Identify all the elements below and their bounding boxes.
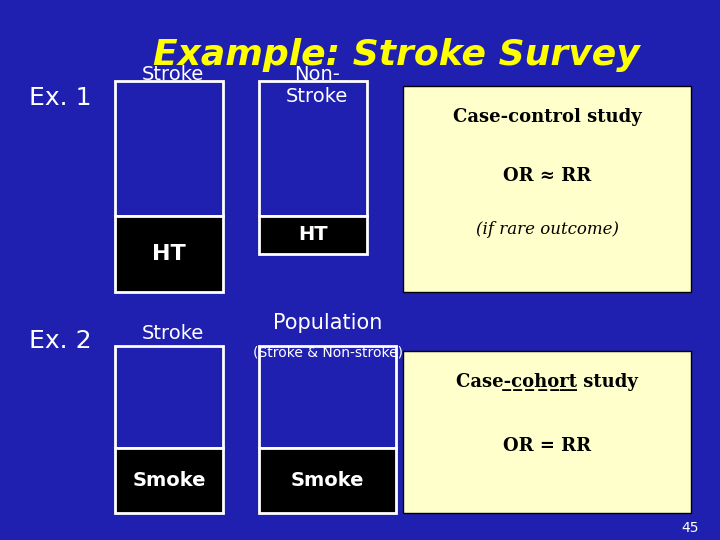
Text: Stroke: Stroke bbox=[142, 65, 204, 84]
FancyBboxPatch shape bbox=[115, 346, 223, 448]
FancyBboxPatch shape bbox=[259, 81, 367, 216]
FancyBboxPatch shape bbox=[403, 86, 691, 292]
FancyBboxPatch shape bbox=[115, 216, 223, 292]
Text: OR = RR: OR = RR bbox=[503, 437, 591, 455]
Text: Ex. 1: Ex. 1 bbox=[29, 86, 91, 110]
Text: Stroke: Stroke bbox=[142, 324, 204, 343]
Text: Example: Stroke Survey: Example: Stroke Survey bbox=[153, 38, 639, 72]
Text: 45: 45 bbox=[681, 521, 698, 535]
Text: Smoke: Smoke bbox=[291, 471, 364, 490]
Text: Smoke: Smoke bbox=[132, 471, 206, 490]
Text: (if rare outcome): (if rare outcome) bbox=[476, 221, 618, 238]
Text: Ex. 2: Ex. 2 bbox=[29, 329, 91, 353]
FancyBboxPatch shape bbox=[115, 81, 223, 216]
FancyBboxPatch shape bbox=[403, 351, 691, 513]
Text: Population: Population bbox=[273, 313, 382, 333]
Text: HT: HT bbox=[153, 244, 186, 264]
FancyBboxPatch shape bbox=[259, 346, 396, 448]
FancyBboxPatch shape bbox=[259, 216, 367, 254]
FancyBboxPatch shape bbox=[259, 448, 396, 513]
Text: Case-̲c̲o̲h̲o̲r̲t̲ study: Case-̲c̲o̲h̲o̲r̲t̲ study bbox=[456, 373, 638, 390]
Text: HT: HT bbox=[298, 225, 328, 245]
Text: Case-control study: Case-control study bbox=[453, 108, 642, 126]
Text: OR ≈ RR: OR ≈ RR bbox=[503, 167, 591, 185]
FancyBboxPatch shape bbox=[115, 448, 223, 513]
Text: (Stroke & Non-stroke): (Stroke & Non-stroke) bbox=[253, 346, 402, 360]
Text: Non-
Stroke: Non- Stroke bbox=[286, 65, 348, 106]
